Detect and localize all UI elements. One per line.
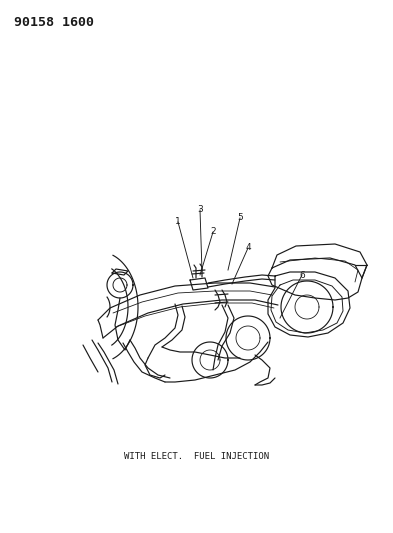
Text: 90158 1600: 90158 1600: [14, 16, 94, 29]
Text: 4: 4: [245, 244, 251, 253]
Text: 1: 1: [175, 217, 181, 227]
Text: 6: 6: [299, 271, 305, 279]
Text: WITH ELECT.  FUEL INJECTION: WITH ELECT. FUEL INJECTION: [125, 452, 270, 461]
Text: 2: 2: [210, 228, 216, 237]
Text: 5: 5: [237, 214, 243, 222]
Text: 3: 3: [197, 206, 203, 214]
